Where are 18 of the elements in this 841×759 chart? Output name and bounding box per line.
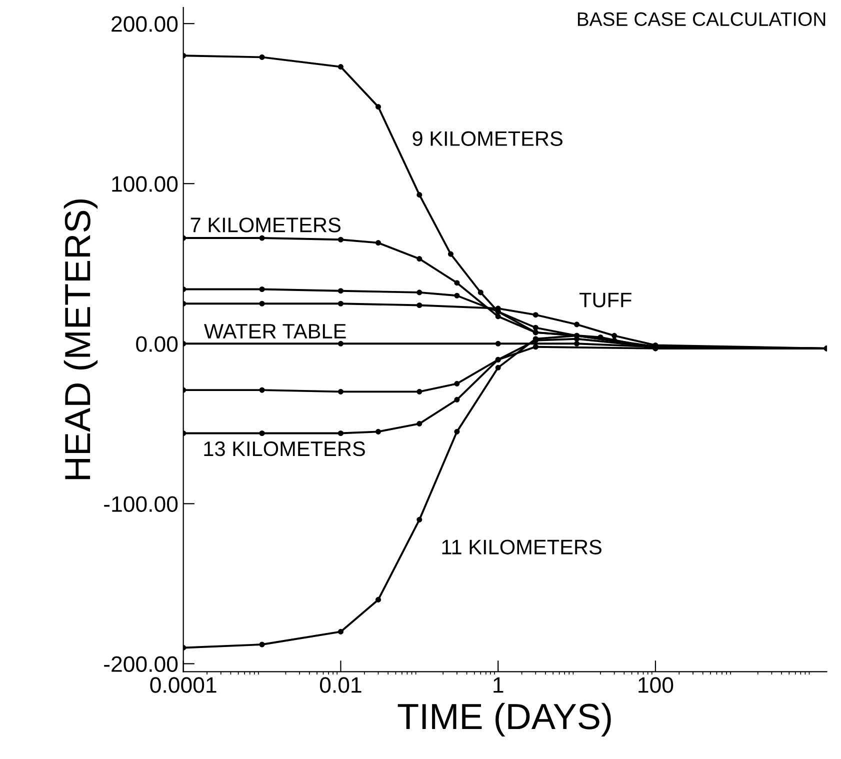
x-tick-label: 1 — [494, 677, 504, 693]
y-tick-label: -100.00 — [104, 496, 178, 512]
series-label: WATER TABLE — [204, 324, 346, 338]
series-label: 9 KILOMETERS — [412, 131, 562, 146]
x-tick-label: 100 — [638, 677, 674, 693]
y-tick-label: 0.00 — [136, 336, 178, 352]
series-label: TUFF — [579, 292, 632, 308]
y-tick-label: -200.00 — [104, 656, 178, 672]
series-label: 11 KILOMETERS — [442, 540, 602, 554]
y-axis-title: HEAD (METERS) — [64, 199, 98, 480]
y-tick-label: 200.00 — [112, 16, 178, 32]
x-tick-label: 0.0001 — [150, 677, 216, 693]
series-label: 13 KILOMETERS — [204, 441, 365, 456]
y-tick-label: 100.00 — [112, 176, 178, 192]
x-tick-label: 0.01 — [320, 677, 362, 693]
x-axis-title: TIME (DAYS) — [398, 702, 611, 736]
series-label: 7 KILOMETERS — [190, 218, 340, 232]
chart-title: BASE CASE CALCULATION — [578, 12, 826, 26]
